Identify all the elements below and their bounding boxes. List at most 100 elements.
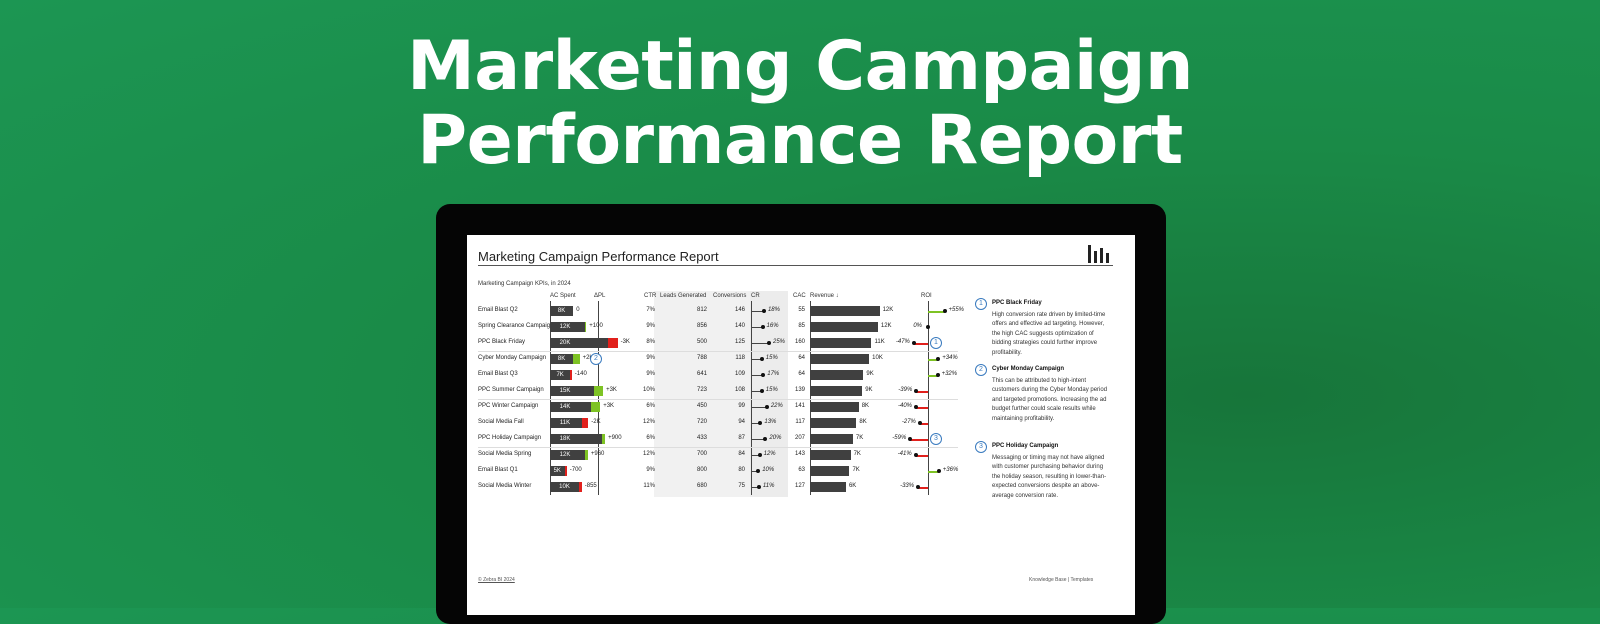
conversions-value: 140 (734, 323, 745, 329)
spent-bar (550, 482, 579, 492)
spent-bar-label: 8K (557, 308, 566, 314)
header-revenue[interactable]: Revenue ↓ (810, 293, 839, 299)
cr-value: 13% (764, 419, 777, 425)
hero-title: Marketing Campaign Performance Report (0, 30, 1600, 178)
table-row[interactable]: Cyber Monday Campaign 8K +2K 9% 788 118 15% 64 1… (467, 351, 1135, 367)
note-title: Cyber Monday Campaign (992, 366, 1065, 372)
note-title: PPC Holiday Campaign (992, 443, 1059, 449)
campaign-name: Email Blast Q3 (478, 371, 518, 377)
cr-value: 17% (767, 371, 780, 377)
spent-bar-label: 20K (559, 340, 571, 346)
roi-stem (915, 455, 928, 457)
dpl-axis (598, 301, 599, 495)
table-row[interactable]: Social Media Winter 10K -855 11% 680 75 11% 127… (467, 479, 1135, 495)
table-row[interactable]: PPC Summer Campaign 15K +3K 10% 723 108 15% 139… (467, 383, 1135, 399)
conversions-value: 109 (734, 371, 745, 377)
cr-dot (757, 453, 762, 457)
revenue-value: 10K (872, 355, 883, 361)
table-row[interactable]: Email Blast Q3 7K -140 9% 641 109 17% 64 9K +32% (467, 367, 1135, 383)
cr-stem (751, 487, 759, 488)
dpl-bar (608, 338, 618, 348)
revenue-value: 12K (880, 323, 892, 329)
dpl-value: +960 (590, 451, 605, 457)
table-row[interactable]: PPC Winter Campaign 14K +3K 6% 450 99 22% 141 8K… (467, 399, 1135, 415)
hero-title-line-2: Performance Report (417, 101, 1183, 180)
table-row[interactable]: PPC Black Friday 20K -3K 8% 500 125 25% 160 11K -… (467, 335, 1135, 351)
spent-bar (550, 466, 565, 476)
spent-bar (550, 386, 594, 396)
ctr-value: 12% (642, 419, 655, 425)
spent-bar-label: 8K (557, 356, 566, 362)
spent-bar-label: 12K (559, 452, 571, 458)
spent-bar-label: 18K (559, 436, 571, 442)
roi-dot (935, 373, 940, 377)
conversions-value: 94 (738, 419, 745, 425)
spent-bar (550, 306, 574, 316)
spent-bar-label: 5K (553, 468, 561, 474)
cr-value: 25% (773, 339, 786, 345)
revenue-value: 6K (848, 483, 857, 489)
cr-dot (763, 437, 768, 441)
cr-dot (761, 309, 766, 313)
header-ac-spent: AC Spent (550, 293, 576, 299)
revenue-value: 8K (859, 419, 867, 425)
leads-value: 723 (696, 387, 707, 393)
roi-value: +55% (948, 307, 965, 313)
row-note-badge[interactable]: 3 (930, 433, 942, 445)
cr-value: 11% (762, 483, 775, 489)
ctr-value: 6% (646, 435, 655, 441)
dpl-value: +3K (603, 403, 615, 409)
spent-bar (550, 418, 582, 428)
spent-bar (550, 434, 603, 444)
campaign-name: Social Media Winter (478, 483, 532, 489)
revenue-bar (810, 434, 853, 444)
leads-value: 800 (696, 467, 707, 473)
footer-links[interactable]: Knowledge Base | Templates (1029, 577, 1094, 583)
roi-dot (914, 389, 919, 393)
spent-axis (550, 301, 551, 495)
conversions-value: 108 (734, 387, 745, 393)
campaign-name: PPC Black Friday (478, 339, 526, 345)
revenue-axis (810, 301, 811, 495)
revenue-bar (810, 386, 863, 396)
cr-axis (751, 301, 752, 495)
roi-value: +36% (942, 467, 959, 473)
note-text: Messaging or timing may not have aligned… (992, 454, 1107, 499)
annotation-note: Cyber Monday Campaign This can be attribu… (992, 365, 1112, 424)
cr-stem (751, 455, 760, 456)
table-row[interactable]: PPC Holiday Campaign 18K +900 6% 433 87 20% 207… (467, 431, 1135, 447)
roi-dot (914, 405, 918, 409)
table-row[interactable]: Social Media Fall 11K -2K 12% 720 94 13% 117 8K -… (467, 415, 1135, 431)
ctr-value: 11% (643, 483, 655, 489)
spent-bar (550, 370, 571, 380)
roi-dot (926, 325, 930, 329)
dpl-value: -700 (569, 467, 582, 473)
row-note-badge[interactable]: 1 (930, 337, 942, 349)
cr-dot (759, 357, 764, 361)
dpl-value: +2K (582, 355, 594, 361)
cr-dot (756, 485, 761, 489)
cac-value: 64 (798, 371, 805, 377)
table-row[interactable]: Email Blast Q1 5K -700 9% 800 80 10% 63 7K +36% (467, 463, 1135, 479)
roi-stem (928, 359, 939, 361)
report-title: Marketing Campaign Performance Report (478, 249, 719, 264)
roi-stem (916, 407, 928, 409)
roi-value: +32% (941, 371, 958, 377)
cac-value: 127 (794, 483, 805, 489)
table-row[interactable]: Email Blast Q2 8K 0 7% 812 146 18% 55 12K +55% (467, 303, 1135, 319)
footer-copyright[interactable]: © Zebra BI 2024 (478, 577, 515, 583)
row-note-badge[interactable]: 2 (590, 353, 602, 365)
roi-dot (917, 421, 922, 425)
table-row[interactable]: Social Media Spring 12K +960 12% 700 84 12% 143… (467, 447, 1135, 463)
dpl-value: -855 (584, 483, 597, 489)
ctr-value: 8% (646, 339, 655, 345)
table-row[interactable]: Spring Clearance Campaign 12K +100 9% 856 140… (467, 319, 1135, 335)
leads-value: 700 (696, 451, 707, 457)
row-group-separator (478, 399, 958, 400)
campaign-name: Email Blast Q2 (478, 307, 518, 313)
cr-value: 22% (770, 403, 783, 409)
dpl-bar (593, 386, 604, 396)
spent-bar (550, 338, 608, 348)
revenue-value: 9K (866, 371, 874, 377)
spent-bar-label: 7K (556, 372, 564, 378)
